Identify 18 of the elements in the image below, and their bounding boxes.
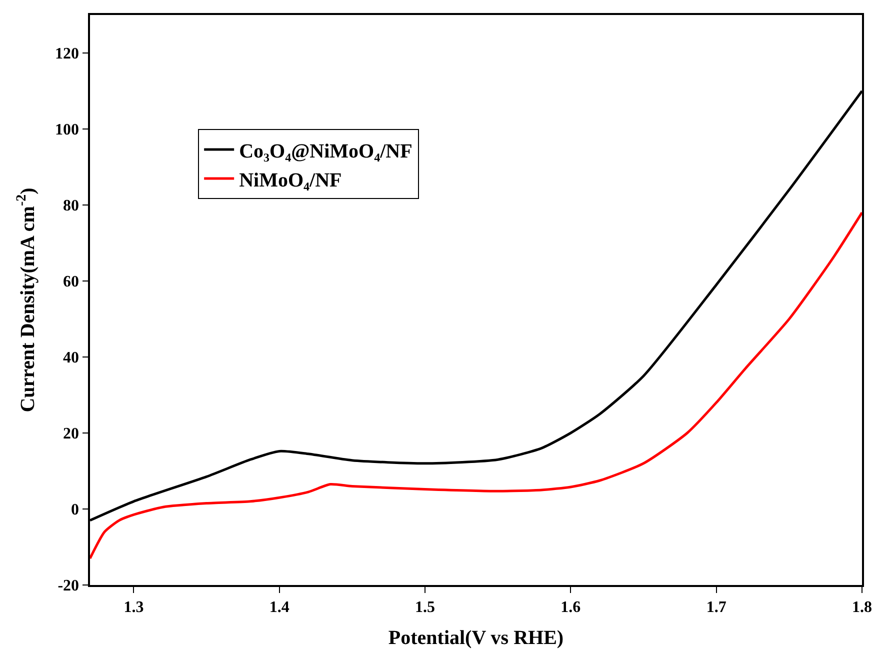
- line-series: [90, 211, 862, 560]
- y-tick-label: 20: [63, 426, 80, 443]
- y-tick-label: -20: [58, 578, 80, 595]
- x-tick-label: 1.6: [560, 598, 581, 616]
- legend-label: NiMoO₄/NF: [239, 169, 342, 192]
- x-tick-label: 1.7: [706, 598, 726, 616]
- y-tick-label: 0: [71, 502, 80, 519]
- x-axis-title: Potential(V vs RHE): [388, 626, 564, 649]
- y-tick-label: 100: [55, 122, 80, 139]
- x-tick-label: 1.8: [852, 598, 872, 616]
- legend-label: Co₃O₄@NiMoO₄/NF: [239, 140, 412, 162]
- y-tick-label: 120: [55, 46, 80, 63]
- y-tick-label: 60: [63, 274, 80, 291]
- y-tick-label: 80: [63, 198, 80, 215]
- x-tick-label: 1.5: [415, 598, 436, 616]
- x-tick-label: 1.4: [269, 598, 290, 616]
- x-tick-label: 1.3: [124, 598, 144, 616]
- y-tick-label: 40: [63, 350, 80, 367]
